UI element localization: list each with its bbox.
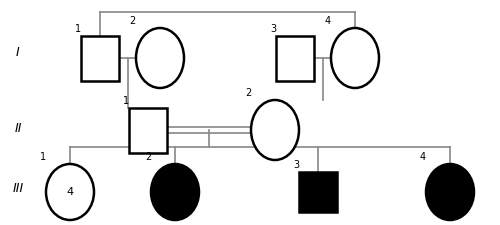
Text: 1: 1 [123, 95, 129, 106]
Text: I: I [16, 45, 20, 58]
Bar [81, 36, 119, 81]
Text: 2: 2 [145, 152, 151, 162]
Text: 4: 4 [66, 187, 73, 197]
Text: 3: 3 [270, 23, 276, 34]
Ellipse shape [151, 164, 199, 220]
Ellipse shape [251, 100, 299, 160]
Text: 1: 1 [40, 152, 46, 162]
Bar [276, 36, 314, 81]
Ellipse shape [331, 28, 379, 88]
Text: 3: 3 [293, 160, 299, 170]
Text: II: II [14, 122, 22, 135]
Ellipse shape [46, 164, 94, 220]
Text: 4: 4 [420, 152, 426, 162]
Ellipse shape [426, 164, 474, 220]
Bar [299, 172, 337, 212]
Bar [129, 108, 167, 153]
Text: 4: 4 [325, 16, 331, 26]
Text: III: III [12, 182, 24, 194]
Text: 1: 1 [75, 23, 81, 34]
Ellipse shape [136, 28, 184, 88]
Text: 2: 2 [130, 16, 136, 26]
Text: 2: 2 [245, 88, 251, 98]
